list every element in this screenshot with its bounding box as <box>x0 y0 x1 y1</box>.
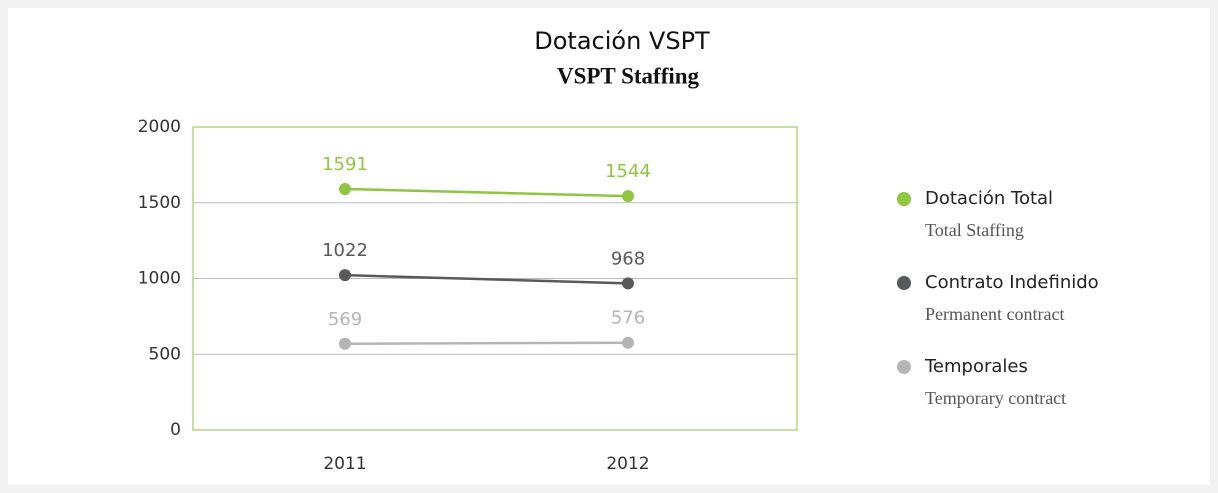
point <box>339 269 351 282</box>
value-label: 1544 <box>605 161 651 182</box>
legend-sublabel: Permanent contract <box>925 304 1064 324</box>
legend-marker <box>897 192 911 206</box>
point <box>622 277 634 290</box>
x-tick-label: 2011 <box>323 454 366 474</box>
legend-sublabel: Temporary contract <box>925 388 1066 408</box>
y-tick-label: 500 <box>149 344 181 364</box>
point <box>622 190 634 203</box>
legend-label: Contrato Indefinido <box>925 272 1099 293</box>
legend-label: Dotación Total <box>925 188 1053 209</box>
series-line <box>344 341 629 346</box>
point <box>339 182 351 195</box>
value-label: 1591 <box>322 154 368 175</box>
plot-border <box>192 126 798 431</box>
series-line <box>344 273 629 285</box>
panel <box>8 8 1210 485</box>
legend-marker <box>897 360 911 374</box>
legend-sublabel: Total Staffing <box>925 220 1024 240</box>
legend-label: Temporales <box>924 356 1028 377</box>
value-label: 576 <box>611 308 645 329</box>
chart-title: Dotación VSPT <box>534 27 710 55</box>
series-line <box>344 187 629 198</box>
value-label: 1022 <box>322 240 368 261</box>
chart-subtitle: VSPT Staffing <box>557 63 700 88</box>
point <box>339 337 351 350</box>
value-label: 569 <box>328 309 362 330</box>
y-tick-label: 1000 <box>138 269 181 289</box>
value-label: 968 <box>611 248 645 269</box>
y-tick-label: 2000 <box>138 117 181 137</box>
legend-marker <box>897 276 911 290</box>
y-tick-label: 1500 <box>138 193 181 213</box>
point <box>622 336 634 349</box>
y-tick-label: 0 <box>170 420 181 440</box>
x-tick-label: 2012 <box>606 454 649 474</box>
